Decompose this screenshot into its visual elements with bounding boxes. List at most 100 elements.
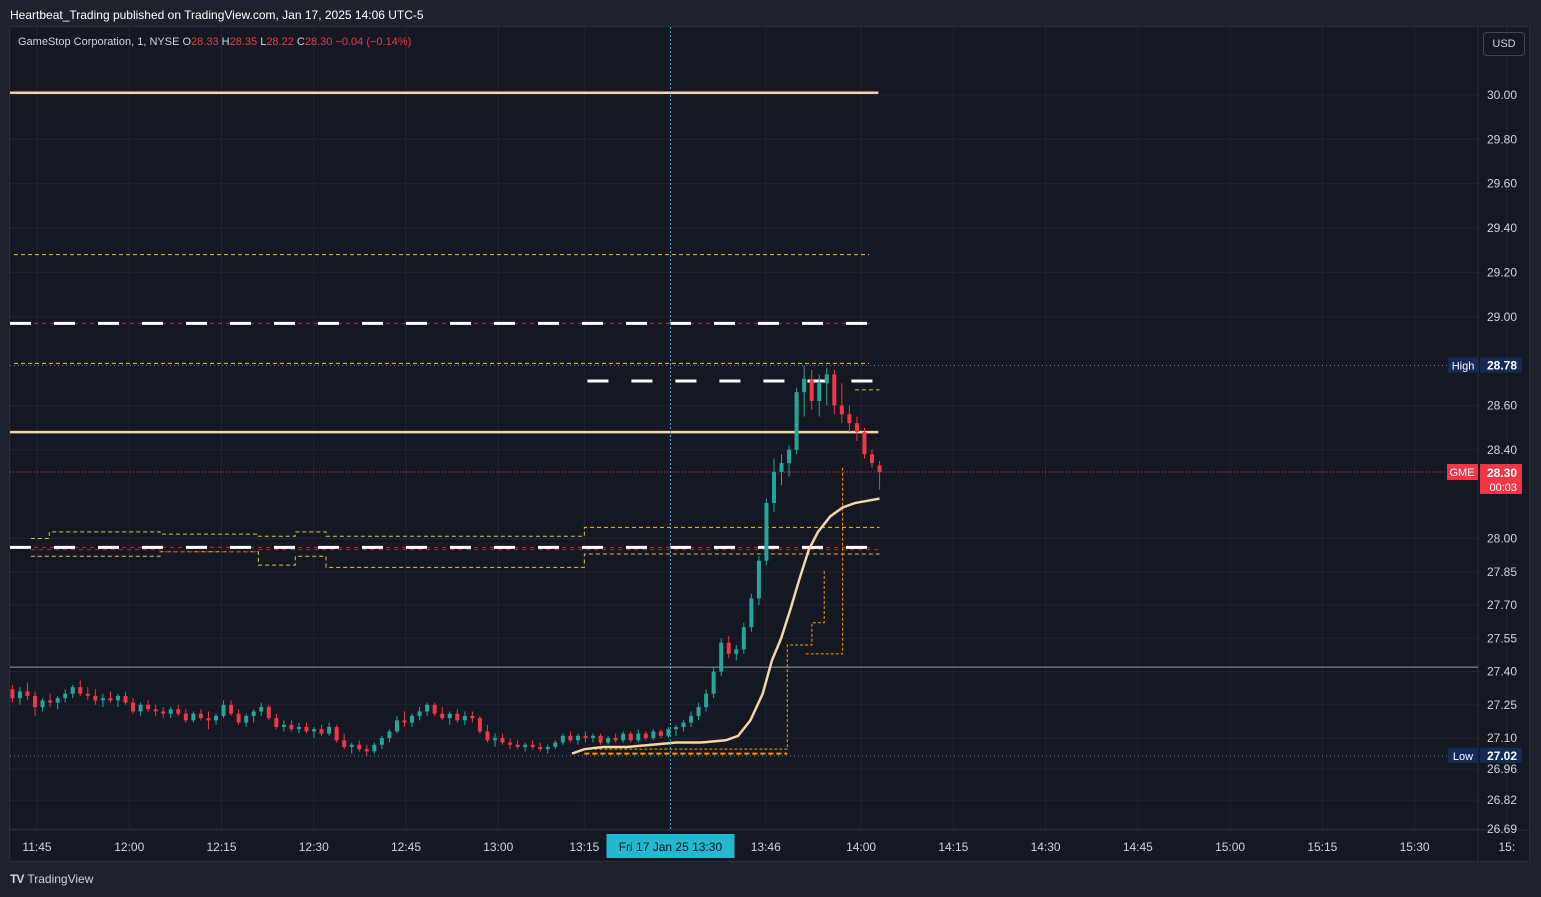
candle-body bbox=[839, 405, 844, 415]
legend-close-label: C bbox=[296, 36, 305, 48]
y-tick-label: 27.10 bbox=[1487, 731, 1517, 745]
x-tick-label: 12:15 bbox=[206, 840, 236, 854]
legend-open-label: O bbox=[182, 36, 192, 48]
candle-body bbox=[100, 698, 105, 701]
candle-body bbox=[198, 713, 203, 719]
candle-body bbox=[221, 704, 226, 716]
candle-body bbox=[244, 715, 249, 723]
candle-body bbox=[756, 560, 761, 599]
candle-body bbox=[492, 738, 497, 741]
candle-body bbox=[568, 735, 573, 741]
y-tick-label: 29.60 bbox=[1487, 177, 1517, 191]
candle-body bbox=[854, 423, 859, 433]
candle-body bbox=[304, 726, 309, 732]
candle-body bbox=[470, 715, 475, 719]
candle-body bbox=[802, 378, 807, 393]
candle-body bbox=[764, 503, 769, 561]
y-tick-label: 30.00 bbox=[1487, 88, 1517, 102]
legend-symbol: GameStop Corporation, 1, NYSE bbox=[18, 36, 180, 48]
candle-body bbox=[266, 707, 271, 719]
candle-body bbox=[33, 695, 38, 708]
candle-body bbox=[259, 707, 264, 712]
candle-body bbox=[402, 720, 407, 723]
orange-step-2 bbox=[805, 467, 844, 655]
candle-body bbox=[115, 695, 120, 701]
candle-body bbox=[824, 374, 829, 384]
candle-body bbox=[575, 735, 580, 741]
low-value-box bbox=[1480, 747, 1522, 763]
legend-low-label: L bbox=[260, 36, 267, 48]
candle-body bbox=[274, 718, 279, 727]
y-tick-label: 27.25 bbox=[1487, 698, 1517, 712]
candle-body bbox=[372, 744, 377, 752]
candle-body bbox=[673, 726, 678, 730]
vwap-line bbox=[571, 497, 880, 755]
candle-body bbox=[349, 744, 354, 747]
y-tick-label: 29.40 bbox=[1487, 221, 1517, 235]
candle-body bbox=[515, 744, 520, 747]
candle-body bbox=[704, 693, 709, 708]
x-tick-label: 15:00 bbox=[1215, 840, 1245, 854]
legend-change: −0.04 (−0.14%) bbox=[335, 36, 412, 48]
y-tick-label: 26.96 bbox=[1487, 762, 1517, 776]
candle-body bbox=[500, 738, 505, 743]
legend-low: 28.22 bbox=[266, 36, 294, 48]
x-tick-label: 14:30 bbox=[1031, 840, 1061, 854]
candle-body bbox=[636, 733, 641, 741]
candle-body bbox=[455, 713, 460, 721]
y-tick-label: 26.69 bbox=[1487, 822, 1517, 836]
candle-body bbox=[681, 722, 686, 727]
candle-body bbox=[538, 746, 543, 750]
candle-body bbox=[794, 392, 799, 450]
candle-body bbox=[440, 713, 445, 719]
candle-body bbox=[387, 731, 392, 739]
candle-body bbox=[734, 649, 739, 654]
ticker-label: GME bbox=[1449, 467, 1474, 479]
candle-body bbox=[726, 642, 731, 654]
publisher-caption: Heartbeat_Trading published on TradingVi… bbox=[10, 8, 424, 22]
candle-body bbox=[771, 471, 776, 504]
candle-body bbox=[364, 749, 369, 752]
candle-body bbox=[432, 704, 437, 714]
candle-body bbox=[523, 744, 528, 747]
candle-body bbox=[319, 729, 324, 734]
orange-step bbox=[584, 569, 825, 750]
candle-body bbox=[327, 726, 332, 734]
candle-body bbox=[161, 711, 166, 714]
candle-body bbox=[658, 731, 663, 736]
candle-body bbox=[183, 713, 188, 721]
candle-body bbox=[817, 383, 822, 402]
candle-body bbox=[334, 726, 339, 741]
candle-body bbox=[342, 740, 347, 747]
candle-body bbox=[289, 724, 294, 730]
red-dash-band bbox=[30, 549, 880, 553]
y-tick-label: 28.00 bbox=[1487, 532, 1517, 546]
x-tick-label: 15:15 bbox=[1307, 840, 1337, 854]
chart-frame[interactable] bbox=[9, 26, 1530, 862]
candle-body bbox=[85, 693, 90, 696]
x-tick-label: 15: bbox=[1499, 840, 1516, 854]
candle-body bbox=[48, 700, 53, 703]
y-tick-label: 27.85 bbox=[1487, 565, 1517, 579]
candle-body bbox=[63, 693, 68, 699]
high-tag-label: High bbox=[1452, 361, 1475, 373]
candle-body bbox=[862, 432, 867, 455]
candle-body bbox=[78, 687, 83, 694]
x-tick-label: 12:30 bbox=[299, 840, 329, 854]
candle-body bbox=[477, 718, 482, 732]
y-tick-label: 29.00 bbox=[1487, 310, 1517, 324]
ticker-tag bbox=[1447, 463, 1478, 480]
y-tick-label: 29.80 bbox=[1487, 132, 1517, 146]
candle-body bbox=[847, 414, 852, 424]
candle-body bbox=[719, 642, 724, 672]
tradingview-logo-icon: TV bbox=[10, 872, 24, 886]
candle-body bbox=[229, 704, 234, 714]
candle-body bbox=[146, 704, 151, 710]
brand-label: TradingView bbox=[27, 872, 94, 886]
legend-high-label: H bbox=[221, 36, 230, 48]
symbol-legend: GameStop Corporation, 1, NYSE O28.33 H28… bbox=[18, 36, 411, 48]
candle-body bbox=[138, 704, 143, 712]
currency-button[interactable]: USD bbox=[1483, 32, 1525, 56]
candle-body bbox=[25, 691, 30, 696]
